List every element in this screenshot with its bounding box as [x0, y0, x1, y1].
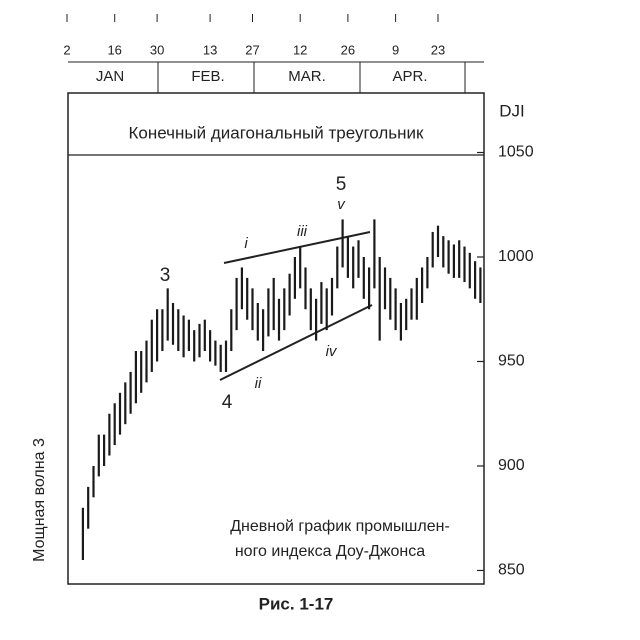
y-tick-label: 1050: [498, 144, 534, 161]
x-tick-label: 13: [203, 42, 217, 57]
wave-label: i: [244, 235, 248, 252]
caption: Рис. 1-17: [259, 594, 334, 613]
month-label: MAR.: [288, 68, 326, 85]
y-tick-label: 950: [498, 353, 525, 370]
month-label: JAN: [96, 68, 124, 85]
month-label: FEB.: [191, 68, 224, 85]
x-tick-label: 9: [392, 42, 399, 57]
x-tick-label: 2: [63, 42, 70, 57]
note-line: Дневной график промышлен-: [230, 518, 450, 535]
wave-label: ii: [255, 375, 262, 392]
plot-frame: [67, 92, 485, 585]
wave-label: iv: [326, 343, 338, 360]
x-tick-label: 26: [341, 42, 355, 57]
x-tick-label: 16: [107, 42, 121, 57]
wave-label: 4: [222, 392, 233, 413]
x-tick-label: 12: [293, 42, 307, 57]
wave-label: 5: [336, 174, 347, 195]
y-tick-label: 1000: [498, 248, 534, 265]
y-tick-label: 900: [498, 457, 525, 474]
x-tick-label: 30: [150, 42, 164, 57]
wave-label: iii: [297, 223, 308, 240]
note-line: ного индекса Доу-Джонса: [235, 543, 425, 560]
wave-label: 3: [160, 265, 171, 286]
x-tick-label: 27: [245, 42, 259, 57]
trend-line: [223, 231, 371, 264]
y-tick-label: 850: [498, 562, 525, 579]
trend-line: [219, 304, 373, 381]
month-label: APR.: [392, 68, 427, 85]
side-label: Мощная волна 3: [31, 438, 48, 562]
wave-label: v: [337, 196, 346, 213]
y-axis-label: DJI: [499, 101, 525, 120]
chart-title: Конечный диагональный треугольник: [129, 123, 424, 142]
x-tick-label: 23: [431, 42, 445, 57]
